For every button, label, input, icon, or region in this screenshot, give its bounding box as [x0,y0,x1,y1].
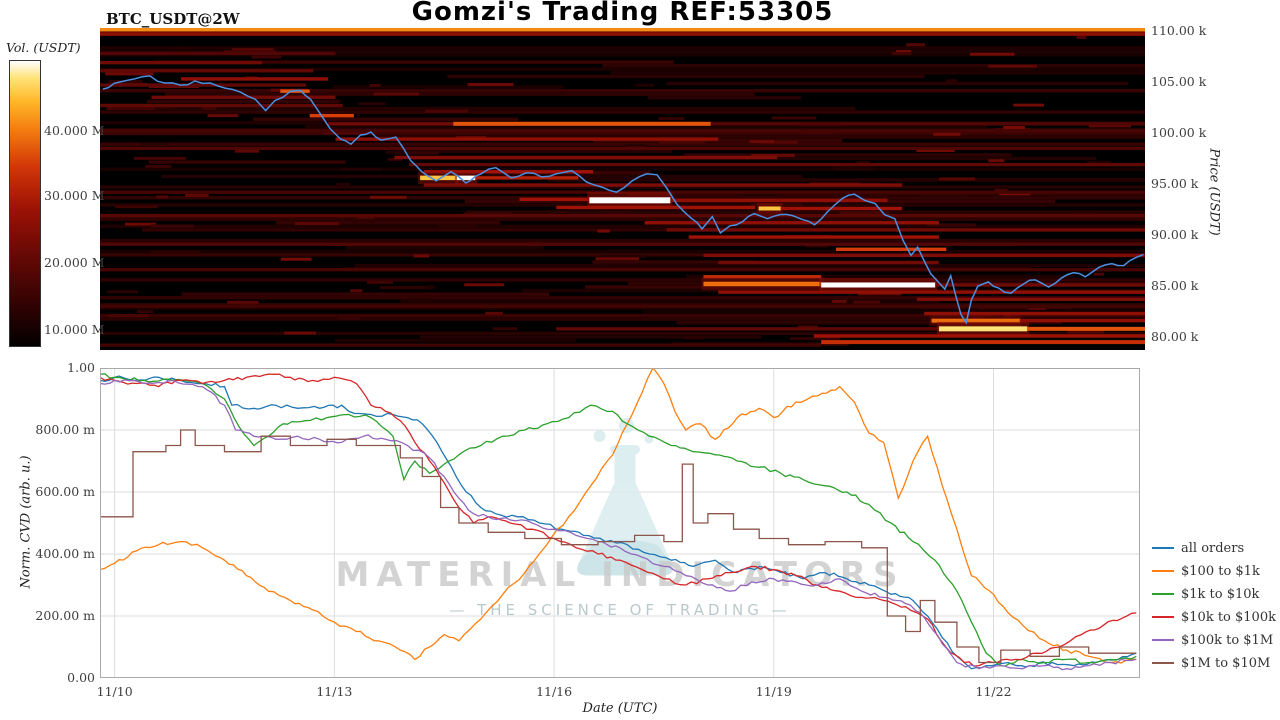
cvd-ytick: 400.00 m [35,546,95,561]
legend-item: $100 to $1k [1152,562,1276,580]
series-all-orders [100,375,1137,670]
cvd-xtick: 11/16 [536,684,573,699]
legend-label: $100 to $1k [1181,563,1260,579]
legend-label: $1M to $10M [1181,655,1271,671]
cvd-ytick: 600.00 m [35,484,95,499]
price-tick: 110.00 k [1151,23,1207,38]
cvd-ytick: 800.00 m [35,422,95,437]
colorbar-tick: 40.000 M [44,123,105,139]
date-axis-label: Date (UTC) [582,701,658,716]
legend-label: $1k to $10k [1181,586,1260,602]
legend-label: $10k to $100k [1181,609,1276,625]
price-axis-label: Price (USDT) [1206,148,1222,236]
price-tick: 95.00 k [1151,176,1199,191]
legend-item: $1M to $10M [1152,654,1276,672]
legend: all orders $100 to $1k $1k to $10k $10k to … [1152,539,1276,672]
colorbar-label: Vol. (USDT) [6,40,81,55]
page-title: Gomzi's Trading REF:53305 [411,0,834,27]
legend-label: $100k to $1M [1181,632,1274,648]
cvd-chart: MATERIAL INDICATORS — THE SCIENCE OF TRAD… [100,368,1140,678]
cvd-ytick: 200.00 m [35,608,95,623]
heatmap-bands [100,28,1145,347]
legend-line-swatch [1152,662,1174,664]
legend-item: $10k to $100k [1152,608,1276,626]
price-tick: 105.00 k [1151,74,1207,89]
cvd-axis-label: Norm. CVD (arb. u.) [18,455,34,589]
watermark-line1: MATERIAL INDICATORS [336,555,905,595]
legend-line-swatch [1152,570,1174,572]
cvd-xtick: 11/10 [96,684,133,699]
price-tick: 100.00 k [1151,125,1207,140]
cvd-xtick: 11/22 [975,684,1012,699]
cvd-series [100,368,1137,671]
colorbar-tick: 30.000 M [44,187,105,203]
legend-item: $100k to $1M [1152,631,1276,649]
series--100-to-1k [100,368,1137,664]
series--1m-to-10m [100,429,1137,664]
price-heatmap-chart [100,28,1145,350]
price-line [102,75,1144,325]
volume-colorbar [9,60,41,347]
legend-label: all orders [1181,540,1245,556]
cvd-plot-border [100,368,1140,678]
symbol-label: BTC_USDT@2W [106,10,240,28]
cvd-xtick: 11/13 [316,684,353,699]
price-tick: 80.00 k [1151,329,1199,344]
legend-item: $1k to $10k [1152,585,1276,603]
legend-line-swatch [1152,616,1174,618]
cvd-ytick: 0.00 [67,670,95,685]
colorbar-tick: 10.000 M [44,321,105,337]
price-tick: 90.00 k [1151,227,1199,242]
price-tick: 85.00 k [1151,278,1199,293]
legend-line-swatch [1152,547,1174,549]
series--10k-to-100k [100,373,1137,667]
legend-line-swatch [1152,639,1174,641]
legend-line-swatch [1152,593,1174,595]
watermark-line2: — THE SCIENCE OF TRADING — [449,601,790,619]
legend-item: all orders [1152,539,1276,557]
colorbar-tick: 20.000 M [44,254,105,270]
cvd-xtick: 11/19 [755,684,792,699]
cvd-ytick: 1.00 [67,360,95,375]
